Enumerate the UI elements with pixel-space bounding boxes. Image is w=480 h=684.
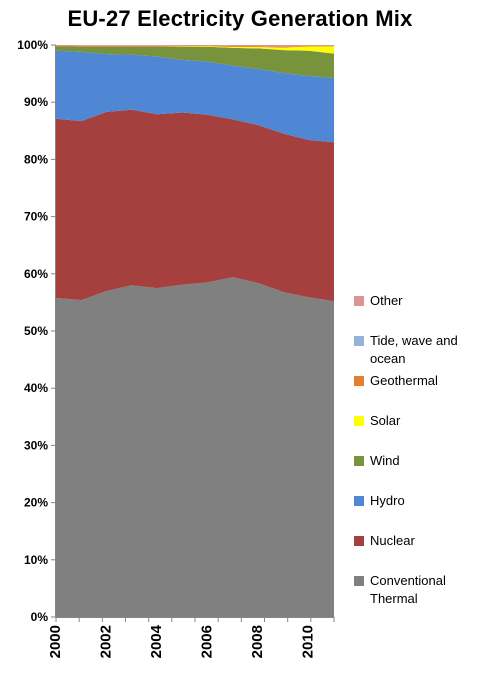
y-tick-label: 80% (24, 152, 48, 166)
area-conventional-thermal (56, 277, 334, 617)
legend-swatch (354, 416, 364, 426)
y-tick-label: 30% (24, 438, 48, 452)
legend-item-other: Other (354, 292, 474, 310)
legend-item-hydro: Hydro (354, 492, 474, 510)
area-wind (56, 46, 334, 79)
x-tick-label: 2000 (47, 625, 64, 658)
y-tick-label: 0% (31, 610, 49, 624)
y-tick-label: 20% (24, 496, 48, 510)
y-tick-label: 60% (24, 267, 48, 281)
y-tick-label: 50% (24, 324, 48, 338)
legend-label: Hydro (370, 493, 405, 508)
x-tick-labels: 2000 2002 2004 2006 2008 2010 (47, 624, 317, 658)
legend-label: Conventional Thermal (370, 573, 446, 606)
legend-label: Other (370, 293, 403, 308)
x-tick-label: 2002 (98, 625, 115, 658)
legend-swatch (354, 536, 364, 546)
x-tick-label: 2004 (148, 624, 165, 658)
y-tick-label: 10% (24, 553, 48, 567)
x-tick-label: 2008 (249, 625, 266, 658)
area-solar (56, 46, 334, 54)
legend-swatch (354, 456, 364, 466)
axes-group (51, 44, 335, 622)
area-nuclear (56, 109, 334, 302)
legend-swatch (354, 576, 364, 586)
area-series-group (56, 45, 334, 617)
legend-swatch (354, 376, 364, 386)
legend-item-nuclear: Nuclear (354, 532, 474, 550)
y-tick-label: 90% (24, 95, 48, 109)
legend-label: Nuclear (370, 533, 415, 548)
area-hydro (56, 50, 334, 143)
legend-item-geothermal: Geothermal (354, 372, 474, 390)
legend-swatch (354, 496, 364, 506)
legend-item-conventional-thermal: Conventional Thermal (354, 572, 474, 608)
y-tick-label: 40% (24, 381, 48, 395)
legend-label: Tide, wave and ocean (370, 333, 458, 366)
legend-item-tide-wave-and-ocean: Tide, wave and ocean (354, 332, 474, 368)
area-other (56, 45, 334, 47)
x-tick-label: 2006 (199, 625, 216, 658)
legend-swatch (354, 296, 364, 306)
chart-title: EU-27 Electricity Generation Mix (67, 6, 413, 31)
y-tick-labels: 0% 10% 20% 30% 40% 50% 60% 70% 80% 90% 100% (17, 38, 48, 624)
legend-label: Wind (370, 453, 400, 468)
legend-label: Solar (370, 413, 401, 428)
y-tick-label: 100% (17, 38, 48, 52)
legend-item-solar: Solar (354, 412, 474, 430)
legend-label: Geothermal (370, 373, 438, 388)
legend-item-wind: Wind (354, 452, 474, 470)
y-tick-label: 70% (24, 210, 48, 224)
legend-swatch (354, 336, 364, 346)
x-tick-label: 2010 (300, 625, 317, 658)
